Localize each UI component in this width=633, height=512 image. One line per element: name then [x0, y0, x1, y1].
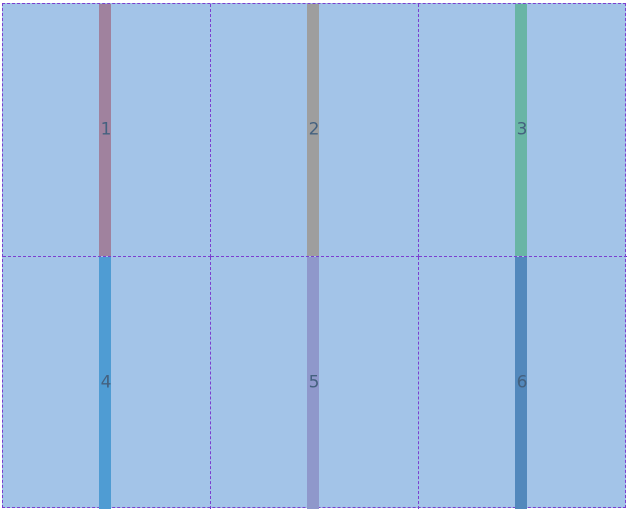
grid-container: 1 2 3 4 5 6: [2, 3, 627, 509]
cell-bar-5: [307, 257, 319, 509]
cell-label-3: 3: [516, 119, 528, 140]
cell-bar-1: [99, 4, 111, 256]
cell-bar-6: [515, 257, 527, 509]
cell-label-1: 1: [100, 119, 112, 140]
grid-cell-4: 4: [3, 257, 211, 509]
cell-bar-4: [99, 257, 111, 509]
grid-cell-3: 3: [419, 4, 627, 257]
cell-bar-2: [307, 4, 319, 256]
grid-cell-5: 5: [211, 257, 419, 509]
cell-label-4: 4: [100, 372, 112, 393]
cell-label-2: 2: [308, 119, 320, 140]
grid-cell-6: 6: [419, 257, 627, 509]
grid-cell-1: 1: [3, 4, 211, 257]
cell-bar-3: [515, 4, 527, 256]
grid-cell-2: 2: [211, 4, 419, 257]
cell-label-5: 5: [308, 372, 320, 393]
cell-label-6: 6: [516, 372, 528, 393]
